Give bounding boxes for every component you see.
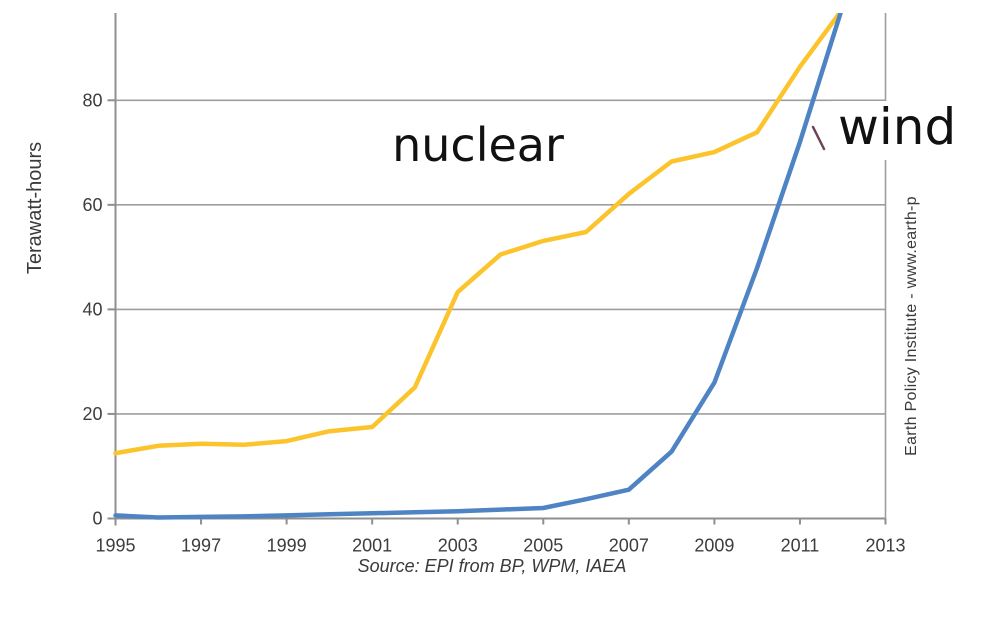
x-tick-label: 1999	[267, 536, 307, 556]
x-tick-label: 2003	[438, 536, 478, 556]
source-note: Source: EPI from BP, WPM, IAEA	[357, 556, 627, 576]
y-tick-label: 40	[82, 299, 102, 319]
x-tick-label: 2001	[352, 536, 392, 556]
x-tick-label: 2005	[523, 536, 563, 556]
wind-line	[113, 13, 843, 520]
y-tick-label: 20	[82, 404, 102, 424]
y-tick-label: 0	[92, 509, 102, 529]
wind-leader-mark	[811, 125, 826, 151]
nuclear-series-label: nuclear	[392, 118, 564, 172]
x-tick-label: 2007	[609, 536, 649, 556]
earth-policy-institute-credit: Earth Policy Institute - www.earth-p	[903, 196, 920, 456]
x-tick-label: 1995	[95, 536, 135, 556]
x-tick-label: 2009	[694, 536, 734, 556]
y-tick-label: 80	[82, 90, 102, 110]
x-tick-label: 2011	[781, 536, 820, 556]
y-axis-title: Terawatt-hours	[24, 141, 46, 275]
x-tick-label: 2013	[865, 536, 905, 556]
nuclear-line	[113, 13, 843, 456]
y-tick-label: 60	[82, 195, 102, 215]
wind-series-label: wind	[832, 101, 967, 160]
x-tick-label: 1997	[181, 536, 221, 556]
